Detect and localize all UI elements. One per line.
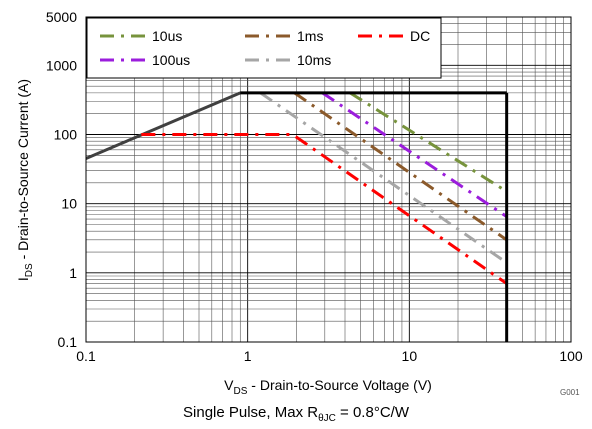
legend-label-dc: DC (410, 28, 430, 44)
legend-label-1ms: 1ms (297, 28, 323, 44)
series-1ms-line (293, 91, 508, 242)
x-tick-label: 0.1 (76, 348, 96, 364)
series-100us-line (321, 91, 508, 218)
plot-frame (85, 16, 572, 343)
x-tick-label: 10 (402, 348, 418, 364)
y-tick-label: 0.1 (58, 334, 78, 350)
x-axis-label: VDS - Drain-to-Source Voltage (V) (224, 377, 432, 397)
rdson-limit-line (86, 91, 241, 160)
y-tick-label: 5000 (46, 9, 77, 25)
legend-label-100us: 100us (152, 52, 190, 68)
x-tick-labels: 0.1 1 10 100 (76, 348, 583, 364)
figure-id: G001 (560, 388, 580, 397)
y-tick-label: 1 (69, 265, 77, 281)
chart-subtitle: Single Pulse, Max RθJC = 0.8°C/W (183, 404, 409, 424)
y-tick-label: 10 (61, 196, 77, 212)
y-tick-label: 1000 (46, 57, 77, 73)
x-tick-label: 100 (559, 348, 583, 364)
legend-label-10us: 10us (152, 28, 182, 44)
legend-label-10ms: 10ms (297, 52, 331, 68)
x-tick-label: 1 (244, 348, 252, 364)
y-axis-label: IDS - Drain-to-Source Current (A) (15, 79, 35, 281)
data-layer (86, 91, 509, 342)
series-dc-line (141, 133, 508, 285)
legend-box (86, 17, 442, 79)
series-10ms-line (259, 91, 508, 264)
y-tick-labels: 0.1 1 10 100 1000 5000 (46, 9, 77, 350)
y-tick-label: 100 (54, 127, 78, 143)
legend: 10us 1ms DC 100us 10ms (86, 17, 442, 79)
